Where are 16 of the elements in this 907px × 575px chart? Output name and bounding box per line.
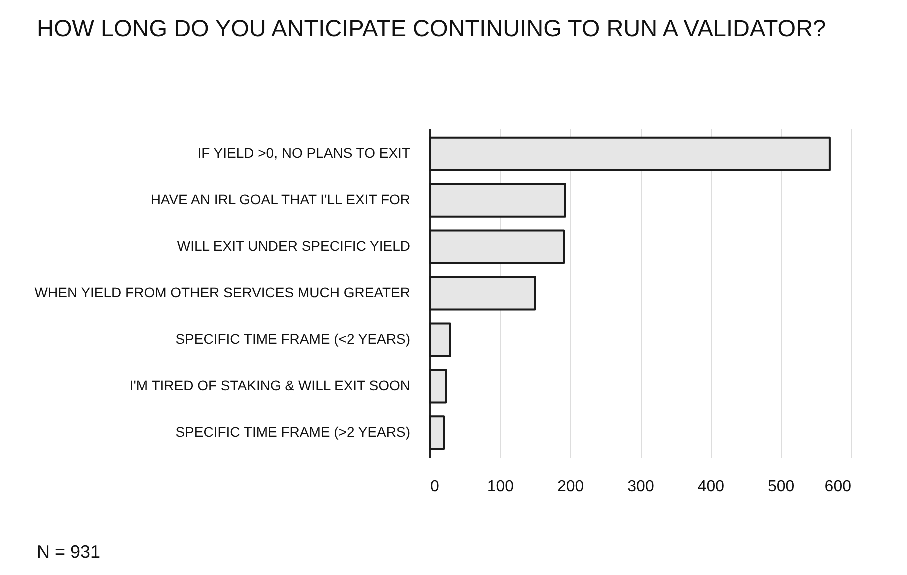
y-tick-label: IF YIELD >0, NO PLANS TO EXIT — [198, 145, 411, 162]
chart-title: HOW LONG DO YOU ANTICIPATE CONTINUING TO RUN A VALIDATOR? — [37, 16, 826, 42]
y-tick-label: I'M TIRED OF STAKING & WILL EXIT SOON — [130, 377, 410, 394]
y-tick-label: SPECIFIC TIME FRAME (>2 YEARS) — [176, 424, 410, 440]
x-tick-label: 300 — [628, 478, 654, 496]
x-tick-label: 100 — [487, 478, 514, 496]
x-tick-label: 500 — [768, 478, 795, 496]
y-tick-label: SPECIFIC TIME FRAME (<2 YEARS) — [176, 330, 410, 347]
y-tick-label: WHEN YIELD FROM OTHER SERVICES MUCH GREATER — [34, 284, 410, 300]
x-tick-label: 0 — [430, 478, 440, 496]
y-tick-label: WILL EXIT UNDER SPECIFIC YIELD — [177, 238, 410, 254]
y-tick-label: HAVE AN IRL GOAL THAT I'LL EXIT FOR — [150, 192, 410, 208]
x-tick-label: 200 — [557, 478, 584, 496]
text: N = 931 — [37, 542, 101, 562]
x-tick-label: 600 — [824, 478, 852, 496]
x-tick-label: 400 — [698, 478, 725, 496]
